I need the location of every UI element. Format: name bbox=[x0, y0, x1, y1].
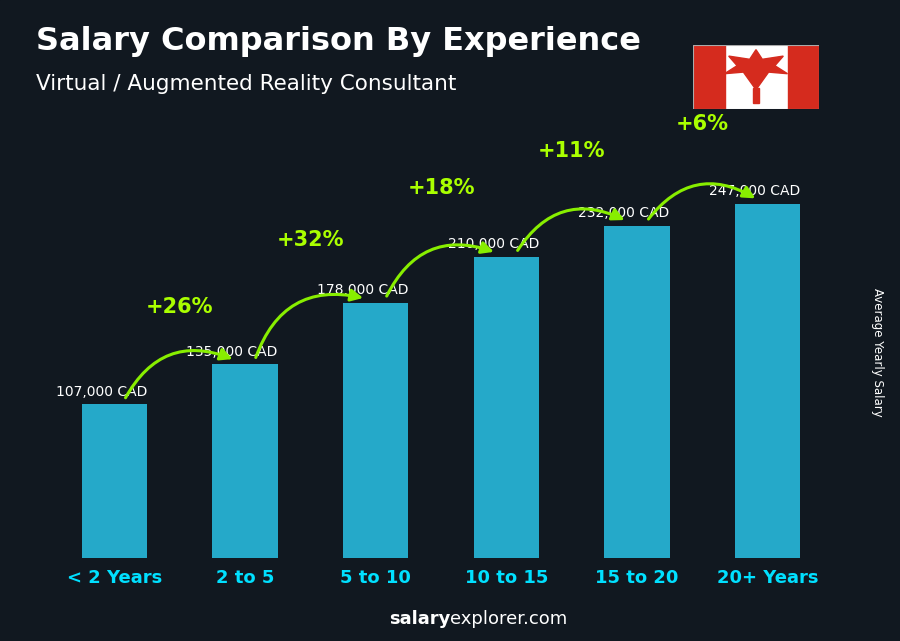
FancyArrowPatch shape bbox=[387, 243, 491, 296]
Bar bbox=[604, 226, 670, 558]
Text: Average Yearly Salary: Average Yearly Salary bbox=[871, 288, 884, 417]
Text: 232,000 CAD: 232,000 CAD bbox=[579, 206, 670, 220]
FancyArrowPatch shape bbox=[518, 209, 622, 251]
FancyArrowPatch shape bbox=[256, 290, 360, 358]
Bar bbox=[343, 303, 409, 558]
Text: 210,000 CAD: 210,000 CAD bbox=[447, 237, 539, 251]
Bar bbox=[473, 257, 539, 558]
Text: +26%: +26% bbox=[146, 297, 213, 317]
Text: +18%: +18% bbox=[407, 178, 475, 198]
Polygon shape bbox=[724, 50, 788, 90]
Text: 247,000 CAD: 247,000 CAD bbox=[709, 185, 800, 198]
Text: explorer.com: explorer.com bbox=[450, 610, 567, 628]
Text: Salary Comparison By Experience: Salary Comparison By Experience bbox=[36, 26, 641, 56]
Text: +32%: +32% bbox=[276, 230, 344, 250]
Text: 107,000 CAD: 107,000 CAD bbox=[56, 385, 147, 399]
Bar bbox=[212, 364, 278, 558]
Text: +11%: +11% bbox=[538, 141, 606, 161]
Text: +6%: +6% bbox=[676, 114, 729, 134]
FancyArrowPatch shape bbox=[125, 349, 230, 398]
Text: salary: salary bbox=[389, 610, 450, 628]
Text: 135,000 CAD: 135,000 CAD bbox=[186, 345, 278, 359]
Bar bbox=[752, 88, 760, 103]
Bar bbox=[82, 404, 147, 558]
Bar bbox=[693, 45, 724, 109]
FancyArrowPatch shape bbox=[649, 184, 752, 219]
Bar bbox=[735, 204, 800, 558]
Bar bbox=[788, 45, 819, 109]
Text: 178,000 CAD: 178,000 CAD bbox=[317, 283, 409, 297]
Text: Virtual / Augmented Reality Consultant: Virtual / Augmented Reality Consultant bbox=[36, 74, 456, 94]
